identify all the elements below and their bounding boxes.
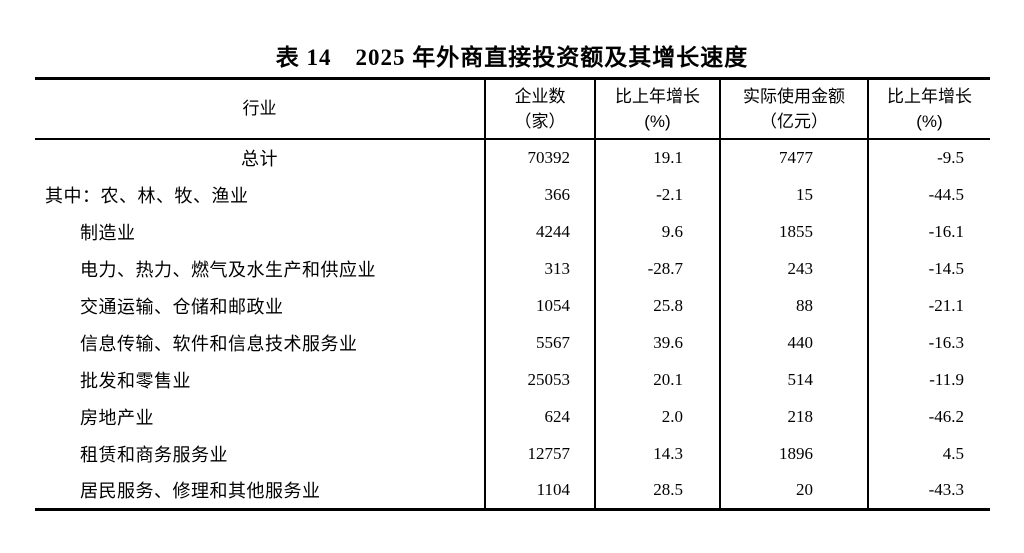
enterprises-cell: 5567 — [484, 324, 595, 361]
amount-growth-cell: -11.9 — [867, 361, 990, 398]
col-header-enterprises: 企业数 （家） — [484, 78, 595, 140]
table-row: 房地产业 624 2.0 218 -46.2 — [35, 398, 990, 435]
header-row: 行业 企业数 （家） 比上年增长 (%) 实际使用金额 （亿元） 比上年增长 (… — [35, 78, 990, 140]
amount-growth-cell: -16.1 — [867, 213, 990, 250]
enterprises-cell: 624 — [484, 398, 595, 435]
industry-cell: 居民服务、修理和其他服务业 — [80, 480, 321, 501]
col-header-label: 比上年增长 — [887, 86, 972, 106]
industry-cell: 租赁和商务服务业 — [80, 444, 228, 465]
table-row: 交通运输、仓储和邮政业 1054 25.8 88 -21.1 — [35, 287, 990, 324]
amount-cell: 15 — [719, 176, 868, 213]
table-header: 行业 企业数 （家） 比上年增长 (%) 实际使用金额 （亿元） 比上年增长 (… — [35, 78, 990, 140]
enterprises-cell: 4244 — [484, 213, 595, 250]
industry-cell: 电力、热力、燃气及水生产和供应业 — [80, 259, 376, 280]
enterprises-cell: 1104 — [484, 472, 595, 509]
enterprise-growth-cell: 39.6 — [594, 324, 720, 361]
col-header-industry: 行业 — [35, 78, 485, 140]
enterprises-cell: 70392 — [484, 139, 595, 176]
enterprise-growth-cell: 14.3 — [594, 435, 720, 472]
enterprise-growth-cell: 28.5 — [594, 472, 720, 509]
industry-cell: 总计 — [241, 149, 278, 169]
enterprise-growth-cell: 9.6 — [594, 213, 720, 250]
col-header-label: 实际使用金额 — [743, 86, 845, 106]
col-header-label: 行业 — [242, 99, 277, 119]
amount-cell: 1896 — [719, 435, 868, 472]
table-row: 制造业 4244 9.6 1855 -16.1 — [35, 213, 990, 250]
industry-cell: 信息传输、软件和信息技术服务业 — [80, 333, 358, 354]
enterprises-cell: 12757 — [484, 435, 595, 472]
table-row: 租赁和商务服务业 12757 14.3 1896 4.5 — [35, 435, 990, 472]
col-header-unit: (%) — [916, 112, 943, 131]
table-row: 电力、热力、燃气及水生产和供应业 313 -28.7 243 -14.5 — [35, 250, 990, 287]
table-row: 总计 70392 19.1 7477 -9.5 — [35, 139, 990, 176]
col-header-amount: 实际使用金额 （亿元） — [719, 78, 868, 140]
col-header-unit: (%) — [644, 112, 671, 131]
enterprise-growth-cell: -2.1 — [594, 176, 720, 213]
table-row: 居民服务、修理和其他服务业 1104 28.5 20 -43.3 — [35, 472, 990, 509]
amount-growth-cell: -44.5 — [867, 176, 990, 213]
amount-cell: 243 — [719, 250, 868, 287]
enterprise-growth-cell: 2.0 — [594, 398, 720, 435]
table-row: 信息传输、软件和信息技术服务业 5567 39.6 440 -16.3 — [35, 324, 990, 361]
industry-cell: 制造业 — [80, 222, 136, 243]
amount-cell: 7477 — [719, 139, 868, 176]
enterprise-growth-cell: 25.8 — [594, 287, 720, 324]
amount-cell: 88 — [719, 287, 868, 324]
enterprises-cell: 25053 — [484, 361, 595, 398]
amount-growth-cell: -9.5 — [867, 139, 990, 176]
enterprises-cell: 313 — [484, 250, 595, 287]
amount-cell: 218 — [719, 398, 868, 435]
industry-cell: 交通运输、仓储和邮政业 — [80, 296, 284, 317]
col-header-unit: （家） — [514, 112, 566, 131]
industry-cell: 房地产业 — [80, 407, 154, 428]
enterprises-cell: 366 — [484, 176, 595, 213]
amount-growth-cell: -16.3 — [867, 324, 990, 361]
col-header-unit: （亿元） — [760, 112, 828, 131]
enterprise-growth-cell: -28.7 — [594, 250, 720, 287]
fdi-table: 行业 企业数 （家） 比上年增长 (%) 实际使用金额 （亿元） 比上年增长 (… — [35, 77, 990, 511]
amount-cell: 20 — [719, 472, 868, 509]
table-row: 其中：农、林、牧、渔业 366 -2.1 15 -44.5 — [35, 176, 990, 213]
col-header-enterprise-growth: 比上年增长 (%) — [594, 78, 720, 140]
amount-growth-cell: -21.1 — [867, 287, 990, 324]
table-body: 总计 70392 19.1 7477 -9.5 其中：农、林、牧、渔业 366 … — [35, 139, 990, 509]
amount-growth-cell: -46.2 — [867, 398, 990, 435]
table-row: 批发和零售业 25053 20.1 514 -11.9 — [35, 361, 990, 398]
amount-growth-cell: 4.5 — [867, 435, 990, 472]
amount-cell: 514 — [719, 361, 868, 398]
enterprise-growth-cell: 20.1 — [594, 361, 720, 398]
amount-growth-cell: -43.3 — [867, 472, 990, 509]
amount-cell: 440 — [719, 324, 868, 361]
industry-cell: 其中：农、林、牧、渔业 — [45, 185, 249, 206]
amount-growth-cell: -14.5 — [867, 250, 990, 287]
col-header-label: 比上年增长 — [615, 86, 700, 106]
enterprise-growth-cell: 19.1 — [594, 139, 720, 176]
industry-cell: 批发和零售业 — [80, 370, 191, 391]
amount-cell: 1855 — [719, 213, 868, 250]
col-header-amount-growth: 比上年增长 (%) — [867, 78, 990, 140]
enterprises-cell: 1054 — [484, 287, 595, 324]
col-header-label: 企业数 — [514, 86, 566, 106]
table-title: 表 14 2025 年外商直接投资额及其增长速度 — [275, 45, 749, 70]
